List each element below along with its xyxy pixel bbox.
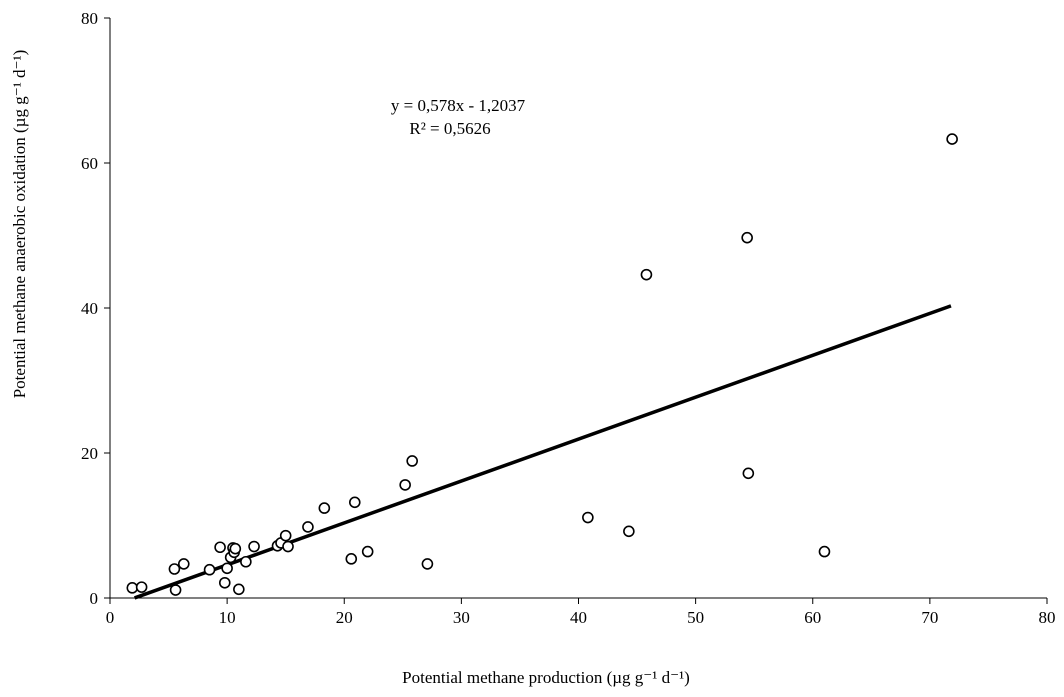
x-tick-label: 80 bbox=[1039, 608, 1056, 627]
trendline-equation: y = 0,578x - 1,2037 bbox=[391, 96, 526, 115]
data-point bbox=[640, 268, 653, 281]
data-point bbox=[168, 563, 181, 575]
data-point bbox=[240, 555, 252, 568]
data-point bbox=[318, 502, 331, 514]
data-point bbox=[406, 455, 418, 467]
x-axis-ticks: 0 10 20 30 40 50 60 70 80 bbox=[106, 598, 1056, 627]
x-tick-label: 20 bbox=[336, 608, 353, 627]
data-point bbox=[623, 525, 635, 538]
data-point bbox=[177, 558, 190, 570]
data-point bbox=[361, 545, 374, 558]
x-tick-label: 40 bbox=[570, 608, 587, 627]
data-point bbox=[582, 511, 594, 524]
y-tick-label: 20 bbox=[81, 444, 98, 463]
axes bbox=[109, 18, 1047, 599]
data-point bbox=[169, 584, 182, 596]
data-point bbox=[345, 553, 358, 565]
data-point bbox=[282, 540, 294, 553]
x-tick-label: 10 bbox=[219, 608, 236, 627]
data-point bbox=[203, 563, 216, 576]
data-point bbox=[218, 576, 231, 589]
x-tick-label: 60 bbox=[804, 608, 821, 627]
data-point bbox=[126, 582, 139, 594]
data-point bbox=[279, 529, 292, 542]
data-point bbox=[399, 479, 411, 491]
data-point bbox=[302, 521, 314, 533]
data-point bbox=[818, 545, 831, 558]
x-tick-label: 30 bbox=[453, 608, 470, 627]
y-tick-label: 0 bbox=[90, 589, 99, 608]
data-points bbox=[126, 133, 958, 596]
trendline-group bbox=[134, 304, 952, 600]
x-axis-label: Potential methane production (µg g⁻¹ d⁻¹… bbox=[402, 668, 690, 687]
data-point bbox=[248, 540, 260, 553]
data-point bbox=[742, 467, 755, 480]
data-point bbox=[221, 562, 233, 575]
data-point bbox=[233, 583, 245, 596]
data-point bbox=[214, 541, 226, 554]
y-tick-label: 40 bbox=[81, 299, 98, 318]
data-point bbox=[946, 133, 958, 145]
y-tick-label: 80 bbox=[81, 9, 98, 28]
trendline-r-squared: R² = 0,5626 bbox=[409, 119, 490, 138]
data-point bbox=[421, 558, 434, 570]
data-point bbox=[348, 496, 361, 509]
trendline bbox=[134, 304, 952, 600]
x-tick-label: 50 bbox=[687, 608, 704, 627]
x-tick-label: 0 bbox=[106, 608, 115, 627]
data-point bbox=[741, 231, 753, 244]
y-axis-label: Potential methane anaerobic oxidation (µ… bbox=[10, 50, 29, 399]
data-point bbox=[229, 542, 242, 555]
x-tick-label: 70 bbox=[921, 608, 938, 627]
data-point bbox=[135, 581, 148, 593]
y-tick-label: 60 bbox=[81, 154, 98, 173]
y-axis-ticks: 0 20 40 60 80 bbox=[81, 9, 110, 608]
